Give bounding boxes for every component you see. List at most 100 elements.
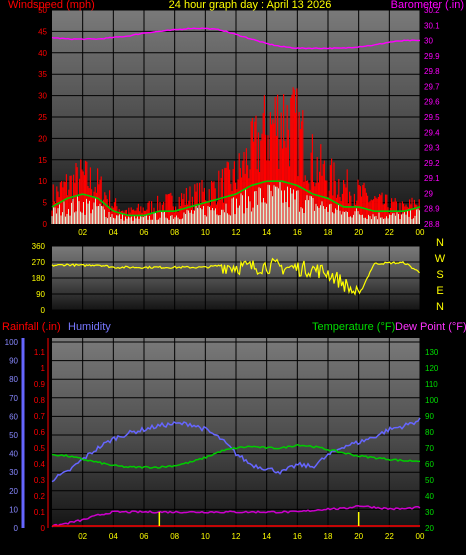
- rainfall-tick-label: 0.7: [34, 412, 46, 421]
- rainfall-tick-label: 0: [41, 524, 46, 533]
- x-tick-label: 04: [109, 532, 118, 541]
- humidity-axis-title: Humidity: [68, 321, 111, 333]
- x-tick-label: 12: [232, 532, 241, 541]
- humidity-tick-label: 100: [5, 338, 19, 347]
- windspeed-tick-label: 15: [38, 156, 47, 165]
- barometer-tick-label: 28.8: [424, 220, 440, 229]
- temperature-tick-label: 40: [425, 492, 434, 501]
- temperature-tick-label: 70: [425, 444, 434, 453]
- x-tick-label: 08: [170, 532, 179, 541]
- temperature-tick-label: 110: [425, 380, 438, 389]
- temperature-line: [51, 443, 420, 469]
- humidity-tick-label: 40: [9, 450, 18, 459]
- humidity-tick-label: 30: [9, 468, 18, 477]
- x-tick-label: 12: [232, 228, 241, 237]
- windspeed-tick-label: 25: [38, 113, 47, 122]
- humidity-tick-label: 10: [9, 505, 18, 514]
- x-tick-label: 10: [201, 228, 210, 237]
- windspeed-tick-label: 0: [43, 220, 48, 229]
- x-tick-label: 00: [416, 532, 425, 541]
- temperature-tick-label: 90: [425, 412, 434, 421]
- windspeed-tick-label: 20: [38, 134, 47, 143]
- x-tick-label: 10: [201, 532, 210, 541]
- x-tick-label: 18: [324, 532, 333, 541]
- compass-label: S: [436, 269, 443, 281]
- temperature-tick-label: 80: [425, 428, 434, 437]
- direction-tick-label: 0: [41, 306, 46, 315]
- rainfall-tick-label: 0.9: [34, 380, 46, 389]
- humidity-tick-label: 20: [9, 487, 18, 496]
- dewpoint-line: [51, 505, 421, 528]
- x-tick-label: 08: [170, 228, 179, 237]
- rainfall-tick-label: 0.2: [34, 492, 46, 501]
- x-tick-label: 14: [262, 228, 271, 237]
- rainfall-tick-label: 1: [41, 364, 46, 373]
- barometer-tick-label: 29.8: [424, 67, 440, 76]
- wind-average-line: [51, 180, 421, 217]
- compass-label: E: [436, 285, 443, 297]
- windspeed-tick-label: 50: [38, 6, 47, 15]
- barometer-tick-label: 30.2: [424, 6, 440, 15]
- temperature-tick-label: 130: [425, 348, 439, 357]
- chart-marks: [21, 27, 421, 528]
- rainfall-tick-label: 0.5: [34, 444, 46, 453]
- barometer-line: [51, 27, 421, 50]
- temperature-tick-label: 120: [425, 364, 439, 373]
- temperature-tick-label: 100: [425, 396, 439, 405]
- barometer-tick-label: 29.2: [424, 159, 440, 168]
- temperature-tick-label: 30: [425, 508, 434, 517]
- graph-title: 24 hour graph day : April 13 2026: [169, 0, 332, 11]
- windspeed-axis-title: Windspeed (mph): [8, 0, 95, 11]
- humidity-tick-label: 0: [14, 524, 19, 533]
- x-tick-label: 16: [293, 228, 302, 237]
- x-tick-label: 00: [416, 228, 425, 237]
- barometer-tick-label: 29.1: [424, 174, 440, 183]
- temperature-tick-label: 60: [425, 460, 434, 469]
- x-tick-label: 02: [78, 228, 87, 237]
- x-tick-label: 06: [140, 228, 149, 237]
- x-tick-label: 20: [354, 532, 363, 541]
- x-tick-label: 22: [385, 532, 394, 541]
- humidity-tick-label: 90: [9, 357, 18, 366]
- direction-tick-label: 90: [36, 290, 45, 299]
- rainfall-tick-label: 1.1: [34, 348, 46, 357]
- rainfall-axis-title: Rainfall (.in): [2, 321, 61, 333]
- rainfall-tick-label: 0.1: [34, 508, 46, 517]
- dewpoint-axis-title: Dew Point (°F): [395, 321, 466, 333]
- rainfall-tick-label: 0.3: [34, 476, 46, 485]
- x-tick-label: 18: [324, 228, 333, 237]
- humidity-line: [51, 417, 421, 483]
- x-tick-label: 16: [293, 532, 302, 541]
- wind-direction-line: [51, 257, 420, 296]
- temperature-axis-title: Temperature (°F): [312, 321, 395, 333]
- x-tick-label: 14: [262, 532, 271, 541]
- windspeed-tick-label: 10: [38, 177, 47, 186]
- windspeed-tick-label: 5: [43, 199, 48, 208]
- humidity-tick-label: 50: [9, 431, 18, 440]
- humidity-tick-label: 70: [9, 394, 18, 403]
- rainfall-tick-label: 0.8: [34, 396, 46, 405]
- x-tick-label: 20: [354, 228, 363, 237]
- barometer-tick-label: 29.5: [424, 113, 440, 122]
- compass-label: W: [435, 253, 446, 265]
- temperature-tick-label: 20: [425, 524, 434, 533]
- temperature-tick-label: 50: [425, 476, 434, 485]
- humidity-tick-label: 80: [9, 375, 18, 384]
- windspeed-tick-label: 30: [38, 92, 47, 101]
- barometer-tick-label: 28.9: [424, 205, 440, 214]
- barometer-tick-label: 29.7: [424, 82, 440, 91]
- humidity-tick-label: 60: [9, 412, 18, 421]
- direction-tick-label: 270: [32, 258, 46, 267]
- windspeed-tick-label: 45: [38, 27, 47, 36]
- x-tick-label: 22: [385, 228, 394, 237]
- barometer-tick-label: 30.1: [424, 21, 440, 30]
- x-tick-label: 02: [78, 532, 87, 541]
- windspeed-tick-label: 40: [38, 49, 47, 58]
- direction-tick-label: 180: [32, 274, 46, 283]
- direction-tick-label: 360: [32, 242, 46, 251]
- rainfall-tick-label: 0.4: [34, 460, 46, 469]
- barometer-tick-label: 29.6: [424, 98, 440, 107]
